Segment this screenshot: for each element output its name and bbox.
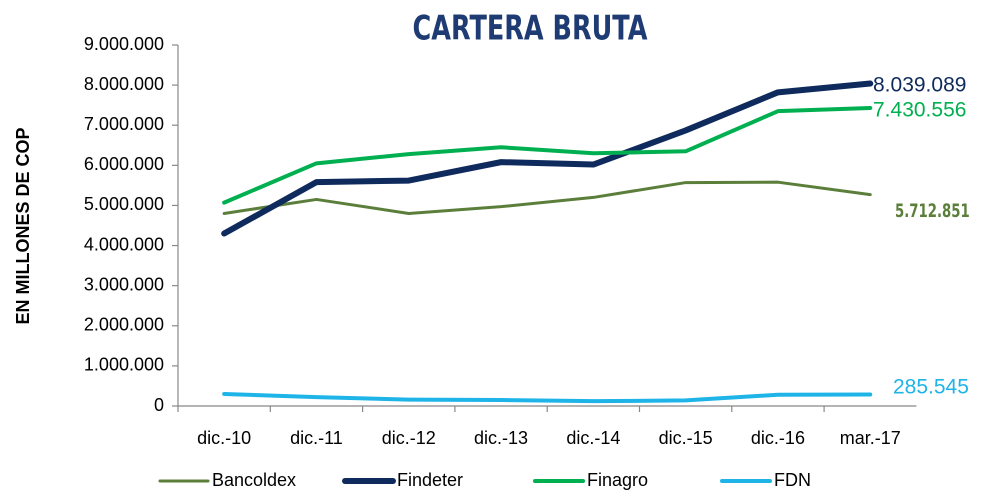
chart-title: CARTERA BRUTA	[413, 9, 649, 49]
legend-label: Finagro	[587, 470, 648, 490]
x-tick-label: dic.-10	[197, 428, 251, 448]
y-tick-label: 1.000.000	[84, 355, 164, 375]
legend-label: Bancoldex	[212, 470, 296, 490]
legend-label: FDN	[774, 470, 811, 490]
y-tick-label: 4.000.000	[84, 234, 164, 254]
y-tick-label: 2.000.000	[84, 315, 164, 335]
y-tick-label: 5.000.000	[84, 194, 164, 214]
series-line	[222, 180, 872, 215]
end-label: 5.712.851	[895, 200, 970, 222]
y-tick-label: 6.000.000	[84, 154, 164, 174]
y-tick-label: 8.000.000	[84, 74, 164, 94]
x-tick-label: dic.-15	[659, 428, 713, 448]
end-label: 285.545	[893, 376, 969, 399]
x-tick-label: mar.-17	[840, 428, 901, 448]
x-tick-label: dic.-13	[474, 428, 528, 448]
y-tick-label: 3.000.000	[84, 274, 164, 294]
series-line	[221, 80, 874, 237]
y-axis-label: EN MILLONES DE COP	[13, 127, 33, 324]
x-tick-label: dic.-14	[566, 428, 620, 448]
y-tick-label: 7.000.000	[84, 114, 164, 134]
x-tick-label: dic.-11	[290, 428, 343, 448]
end-label: 8.039.089	[873, 74, 966, 97]
series-line	[222, 391, 873, 404]
end-label: 7.430.556	[873, 99, 966, 122]
y-tick-label: 0	[154, 395, 164, 415]
x-tick-label: dic.-12	[382, 428, 436, 448]
legend-label: Findeter	[397, 470, 463, 490]
y-tick-label: 9.000.000	[84, 34, 164, 54]
series-line	[222, 105, 873, 205]
x-tick-label: dic.-16	[751, 428, 805, 448]
